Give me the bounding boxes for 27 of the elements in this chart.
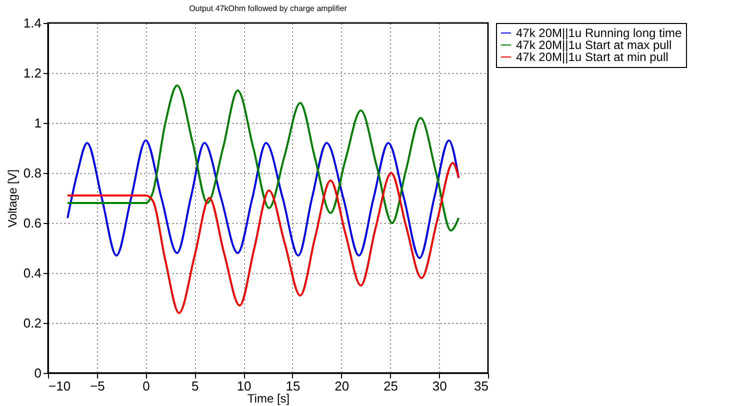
- x-tick-label: 15: [286, 378, 300, 394]
- x-axis-title: Time [s]: [247, 392, 290, 406]
- x-tick-label: 10: [236, 378, 252, 394]
- y-tick-label: 1.2: [23, 66, 42, 80]
- x-tick-label: 35: [474, 378, 488, 394]
- line-series: [66, 84, 460, 232]
- x-tick-label: −10: [48, 378, 71, 394]
- y-tick-label: 1.4: [23, 16, 42, 30]
- x-tick-label: −5: [90, 378, 105, 394]
- chart-title: Output 47kOhm followed by charge amplifier: [189, 4, 348, 13]
- y-tick-label: 0.8: [23, 166, 42, 180]
- x-tick-label: 0: [142, 378, 150, 394]
- y-tick-label: 0.4: [23, 266, 42, 280]
- y-tick-label: 0.2: [23, 316, 42, 330]
- y-axis-title: Voltage [V]: [5, 169, 20, 228]
- legend-label: 47k 20M||1u Start at max pull: [516, 38, 672, 52]
- x-tick-label: 20: [334, 378, 350, 394]
- x-tick-label: 5: [192, 378, 199, 394]
- y-tick-label: 0.6: [23, 216, 42, 230]
- x-tick-label: 30: [432, 378, 447, 394]
- legend-label: 47k 20M||1u Running long time: [516, 26, 682, 40]
- y-tick-label: 0: [34, 366, 42, 380]
- line-series: [66, 140, 460, 259]
- y-tick-label: 1: [34, 116, 42, 130]
- line-series: [66, 162, 460, 314]
- legend-label: 47k 20M||1u Start at min pull: [516, 50, 668, 64]
- x-tick-label: 25: [383, 378, 398, 394]
